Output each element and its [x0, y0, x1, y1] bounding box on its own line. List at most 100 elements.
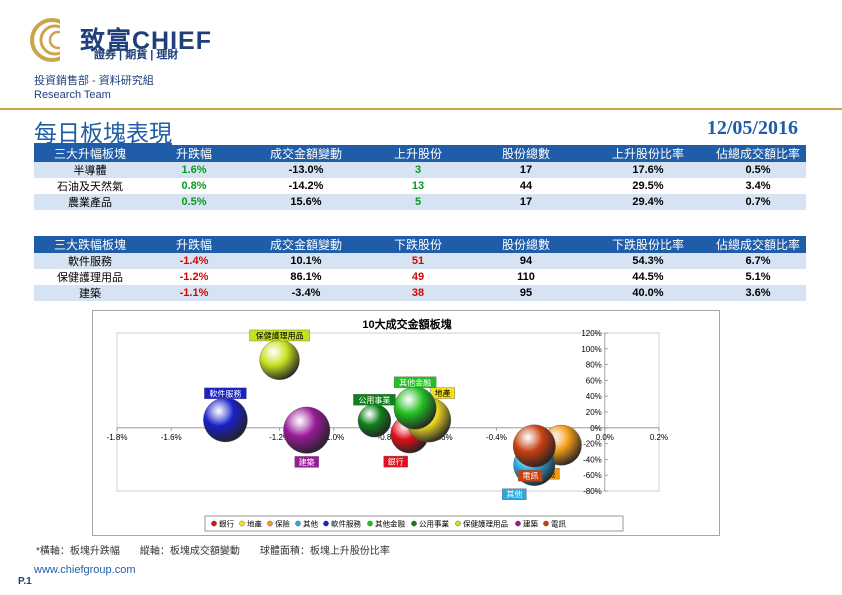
column-header: 升跌幅	[146, 145, 242, 162]
x-tick-label: 0.0%	[596, 433, 614, 442]
website-link[interactable]: www.chiefgroup.com	[34, 564, 136, 576]
turnover-share-cell: 5.1%	[710, 269, 806, 285]
rising-ratio-cell: 17.6%	[586, 162, 710, 178]
legend-label: 地產	[247, 519, 262, 529]
column-header: 上升股份	[370, 145, 466, 162]
turnover-share-cell: 6.7%	[710, 253, 806, 269]
turnover-share-cell: 3.4%	[710, 178, 806, 194]
total-count-cell: 17	[466, 162, 586, 178]
falling-count-cell: 51	[370, 253, 466, 269]
bubble	[259, 339, 300, 380]
rising-count-cell: 13	[370, 178, 466, 194]
legend-label: 其他	[303, 519, 318, 529]
column-header: 股份總數	[466, 236, 586, 253]
bubble-label-bg	[353, 394, 396, 406]
total-count-cell: 110	[466, 269, 586, 285]
falling-ratio-cell: 44.5%	[586, 269, 710, 285]
y-tick-label: 80%	[586, 361, 602, 370]
bubble-label: 公用事業	[358, 395, 390, 405]
column-header: 三大跌幅板塊	[34, 236, 146, 253]
bubble-chart: 10大成交金額板塊 -1.8%-1.6%-1.4%-1.2%-1.0%-0.8%…	[92, 310, 720, 536]
change-cell: 0.8%	[146, 178, 242, 194]
legend-label: 銀行	[219, 519, 234, 529]
legend-marker	[267, 520, 273, 527]
bubble-label-bg	[502, 488, 527, 500]
change-cell: -1.4%	[146, 253, 242, 269]
sector-name: 軟件服務	[34, 253, 146, 269]
legend-marker	[543, 520, 549, 527]
sector-name: 建築	[34, 285, 146, 301]
department-info: 投資銷售部 - 資料研究組 Research Team	[34, 74, 154, 102]
column-header: 成交金額變動	[242, 145, 370, 162]
bubble-label: 軟件服務	[209, 388, 241, 398]
bubble-label: 銀行	[388, 457, 404, 467]
x-tick-label: 0.2%	[650, 433, 668, 442]
company-name: 致富CHIEF	[80, 27, 213, 55]
bubble-label: 電訊	[522, 471, 538, 481]
falling-count-cell: 49	[370, 269, 466, 285]
bubble-label-bg	[204, 387, 247, 400]
turnover-change-cell: 15.6%	[242, 194, 370, 210]
change-cell: -1.1%	[146, 285, 242, 301]
y-tick-label: 120%	[581, 329, 601, 338]
bubble-label: 保健護理用品	[256, 330, 304, 340]
bubble-label-bg	[430, 387, 455, 399]
turnover-change-cell: -14.2%	[242, 178, 370, 194]
page-number: P.1	[18, 576, 32, 587]
legend-marker	[515, 520, 521, 527]
bubble	[393, 386, 437, 430]
legend-label: 保健護理用品	[463, 519, 508, 529]
y-tick-label: -60%	[583, 471, 602, 480]
x-tick-label: -1.6%	[161, 433, 182, 442]
legend-label: 保險	[275, 519, 290, 529]
sector-name: 半導體	[34, 162, 146, 178]
rising-ratio-cell: 29.5%	[586, 178, 710, 194]
top-gainers-table: 三大升幅板塊 升跌幅 成交金額變動 上升股份 股份總數 上升股份比率 佔總成交額…	[34, 145, 806, 210]
chart-footnote: *橫軸：板塊升跌幅 縱軸：板塊成交額變動 球體面積：板塊上升股份比率	[36, 546, 390, 557]
y-tick-label: 0%	[590, 424, 602, 433]
column-header: 下跌股份比率	[586, 236, 710, 253]
table-row: 石油及天然氣 0.8% -14.2% 13 44 29.5% 3.4%	[34, 178, 806, 194]
bubble	[357, 404, 392, 438]
report-date: 12/05/2016	[706, 117, 798, 139]
legend-marker	[323, 520, 329, 527]
legend-label: 電訊	[551, 519, 566, 529]
y-tick-label: -20%	[583, 440, 602, 449]
column-header: 上升股份比率	[586, 145, 710, 162]
total-count-cell: 44	[466, 178, 586, 194]
department-name: 投資銷售部 - 資料研究組	[34, 75, 154, 87]
total-count-cell: 94	[466, 253, 586, 269]
bubble-label: 地產	[435, 388, 451, 398]
legend-marker	[367, 520, 373, 527]
legend-marker	[295, 520, 301, 527]
x-tick-label: -1.2%	[269, 433, 290, 442]
turnover-share-cell: 3.6%	[710, 285, 806, 301]
change-cell: 1.6%	[146, 162, 242, 178]
column-header: 佔總成交額比率	[710, 236, 806, 253]
x-tick-label: -0.8%	[378, 433, 399, 442]
change-cell: 0.5%	[146, 194, 242, 210]
column-header: 升跌幅	[146, 236, 242, 253]
sector-name: 保健護理用品	[34, 269, 146, 285]
bubble-chart-svg: 10大成交金額板塊 -1.8%-1.6%-1.4%-1.2%-1.0%-0.8%…	[107, 317, 668, 532]
turnover-change-cell: 10.1%	[242, 253, 370, 269]
bubble-label-bg	[383, 455, 408, 468]
total-count-cell: 95	[466, 285, 586, 301]
turnover-share-cell: 0.7%	[710, 194, 806, 210]
turnover-change-cell: 86.1%	[242, 269, 370, 285]
x-tick-label: -1.0%	[323, 433, 344, 442]
y-tick-label: -40%	[583, 455, 602, 464]
sector-name: 農業產品	[34, 194, 146, 210]
table-header-row: 三大跌幅板塊 升跌幅 成交金額變動 下跌股份 股份總數 下跌股份比率 佔總成交額…	[34, 236, 806, 253]
company-logo: 致富CHIEF 證券 | 期貨 | 理財	[30, 18, 260, 62]
table-header-row: 三大升幅板塊 升跌幅 成交金額變動 上升股份 股份總數 上升股份比率 佔總成交額…	[34, 145, 806, 162]
bubble-label-bg	[249, 329, 310, 342]
y-tick-label: 20%	[586, 408, 602, 417]
bubble-label: 其他	[506, 489, 522, 499]
column-header: 股份總數	[466, 145, 586, 162]
y-tick-label: 100%	[581, 345, 601, 354]
bubble-label-bg	[294, 456, 319, 468]
y-tick-label: -80%	[583, 487, 602, 496]
turnover-change-cell: -3.4%	[242, 285, 370, 301]
turnover-change-cell: -13.0%	[242, 162, 370, 178]
